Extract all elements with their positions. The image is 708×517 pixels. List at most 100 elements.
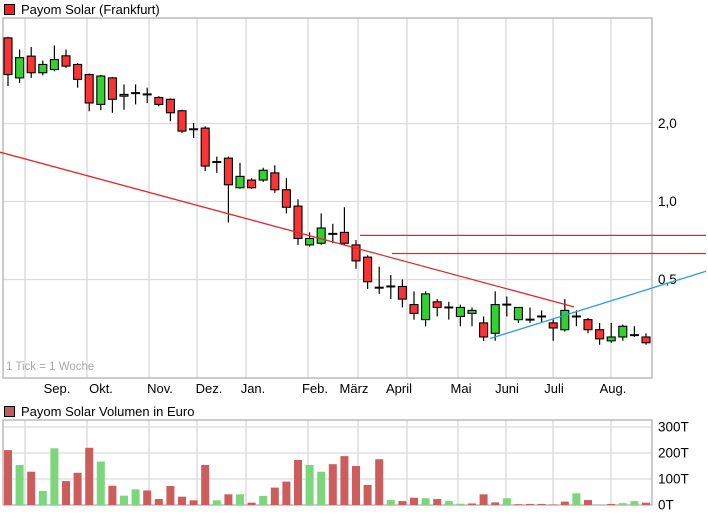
volume-bar bbox=[305, 464, 314, 505]
volume-bar bbox=[50, 448, 59, 505]
volume-bar bbox=[375, 459, 384, 505]
candle-doji-body bbox=[212, 161, 222, 164]
volume-bar bbox=[108, 485, 117, 505]
price-chart-legend: Payom Solar (Frankfurt) bbox=[4, 2, 160, 17]
volume-bar bbox=[421, 498, 430, 505]
month-label: Okt. bbox=[89, 381, 113, 396]
volume-bar bbox=[178, 496, 186, 505]
candle-body bbox=[119, 93, 129, 97]
volume-plot-frame bbox=[2, 419, 653, 506]
candle-doji-body bbox=[189, 128, 199, 131]
volume-bar bbox=[38, 490, 47, 505]
volume-bar bbox=[630, 501, 639, 505]
month-label: Dez. bbox=[196, 381, 223, 396]
volume-bar bbox=[479, 494, 488, 505]
volume-bar bbox=[386, 500, 395, 505]
candle-body bbox=[84, 73, 94, 104]
candle-doji-body bbox=[131, 92, 141, 95]
volume-bar bbox=[340, 456, 349, 505]
volume-bar bbox=[537, 503, 546, 505]
candle-body bbox=[281, 189, 291, 208]
candle-doji-body bbox=[525, 318, 535, 321]
volume-bar bbox=[363, 484, 372, 505]
candle-body bbox=[339, 231, 349, 244]
tick-note-label: 1 Tick = 1 Woche bbox=[6, 361, 95, 373]
candle-body bbox=[606, 336, 616, 342]
candle-body bbox=[548, 322, 558, 329]
candle-body bbox=[200, 127, 210, 167]
volume-bar bbox=[584, 500, 592, 505]
volume-bar bbox=[270, 487, 279, 505]
candle-body bbox=[560, 309, 570, 331]
candle-body bbox=[409, 304, 419, 314]
candle-body bbox=[247, 179, 257, 189]
candle-body bbox=[177, 110, 187, 132]
candle-body bbox=[479, 322, 489, 338]
downtrend-resistance-line bbox=[0, 151, 575, 308]
volume-bar bbox=[352, 466, 360, 505]
candle-doji-body bbox=[328, 232, 338, 235]
candle-doji-body bbox=[502, 303, 512, 306]
month-label: April bbox=[386, 381, 412, 396]
candle-body bbox=[73, 63, 83, 80]
volume-bar bbox=[247, 502, 256, 505]
volume-bar bbox=[560, 501, 569, 505]
month-label: Juli bbox=[544, 381, 564, 396]
volume-bar bbox=[154, 499, 163, 505]
volume-chart-title: Payom Solar Volumen in Euro bbox=[21, 404, 195, 419]
volume-bar bbox=[317, 471, 326, 505]
volume-bar bbox=[607, 503, 616, 505]
volume-axis-label: 100T bbox=[658, 472, 689, 487]
candle-body bbox=[432, 301, 442, 309]
volume-bar bbox=[85, 447, 94, 505]
volume-bar bbox=[166, 486, 175, 505]
price-axis-label: 2,0 bbox=[658, 116, 677, 131]
candle-doji-body bbox=[629, 334, 639, 337]
candle-body bbox=[38, 63, 48, 74]
volume-bar bbox=[236, 494, 244, 505]
candle-body bbox=[583, 319, 593, 331]
volume-bar bbox=[468, 503, 476, 505]
candle-body bbox=[258, 169, 268, 181]
price-axis-label: 1,0 bbox=[658, 194, 677, 209]
month-label: Nov. bbox=[147, 381, 173, 396]
candle-body bbox=[15, 57, 25, 79]
month-label: Aug. bbox=[600, 381, 627, 396]
candle-body bbox=[595, 329, 605, 340]
volume-bar bbox=[410, 497, 418, 505]
candle-body bbox=[165, 98, 175, 114]
candle-body bbox=[363, 256, 373, 283]
candle-body bbox=[467, 309, 477, 314]
volume-bar bbox=[642, 502, 650, 505]
volume-axis-label: 200T bbox=[658, 446, 689, 461]
volume-bar bbox=[282, 481, 291, 505]
volume-bar bbox=[456, 503, 465, 505]
candle-body bbox=[270, 172, 280, 191]
volume-bar bbox=[143, 490, 152, 505]
candle-body bbox=[49, 59, 59, 71]
candle-body bbox=[641, 336, 651, 344]
volume-bar bbox=[572, 493, 581, 505]
candle-body bbox=[397, 285, 407, 300]
volume-bar bbox=[398, 501, 407, 505]
candle-body bbox=[26, 55, 36, 74]
volume-bar bbox=[328, 464, 337, 505]
month-label: Sep. bbox=[44, 381, 71, 396]
candle-body bbox=[293, 205, 303, 240]
volume-bar bbox=[491, 502, 500, 505]
volume-bar bbox=[62, 481, 70, 505]
candle-body bbox=[455, 306, 465, 318]
candle-doji-body bbox=[374, 286, 384, 289]
month-label: Feb. bbox=[302, 381, 328, 396]
volume-bar bbox=[189, 500, 198, 505]
candle-body bbox=[513, 306, 523, 321]
month-label: März bbox=[340, 381, 369, 396]
uptrend-support-line bbox=[489, 270, 707, 340]
candle-body bbox=[154, 96, 164, 105]
volume-axis-label: 0T bbox=[658, 498, 674, 513]
volume-bar bbox=[120, 495, 128, 505]
volume-bar bbox=[502, 498, 511, 505]
volume-bar bbox=[433, 499, 442, 505]
volume-bar bbox=[294, 460, 302, 505]
